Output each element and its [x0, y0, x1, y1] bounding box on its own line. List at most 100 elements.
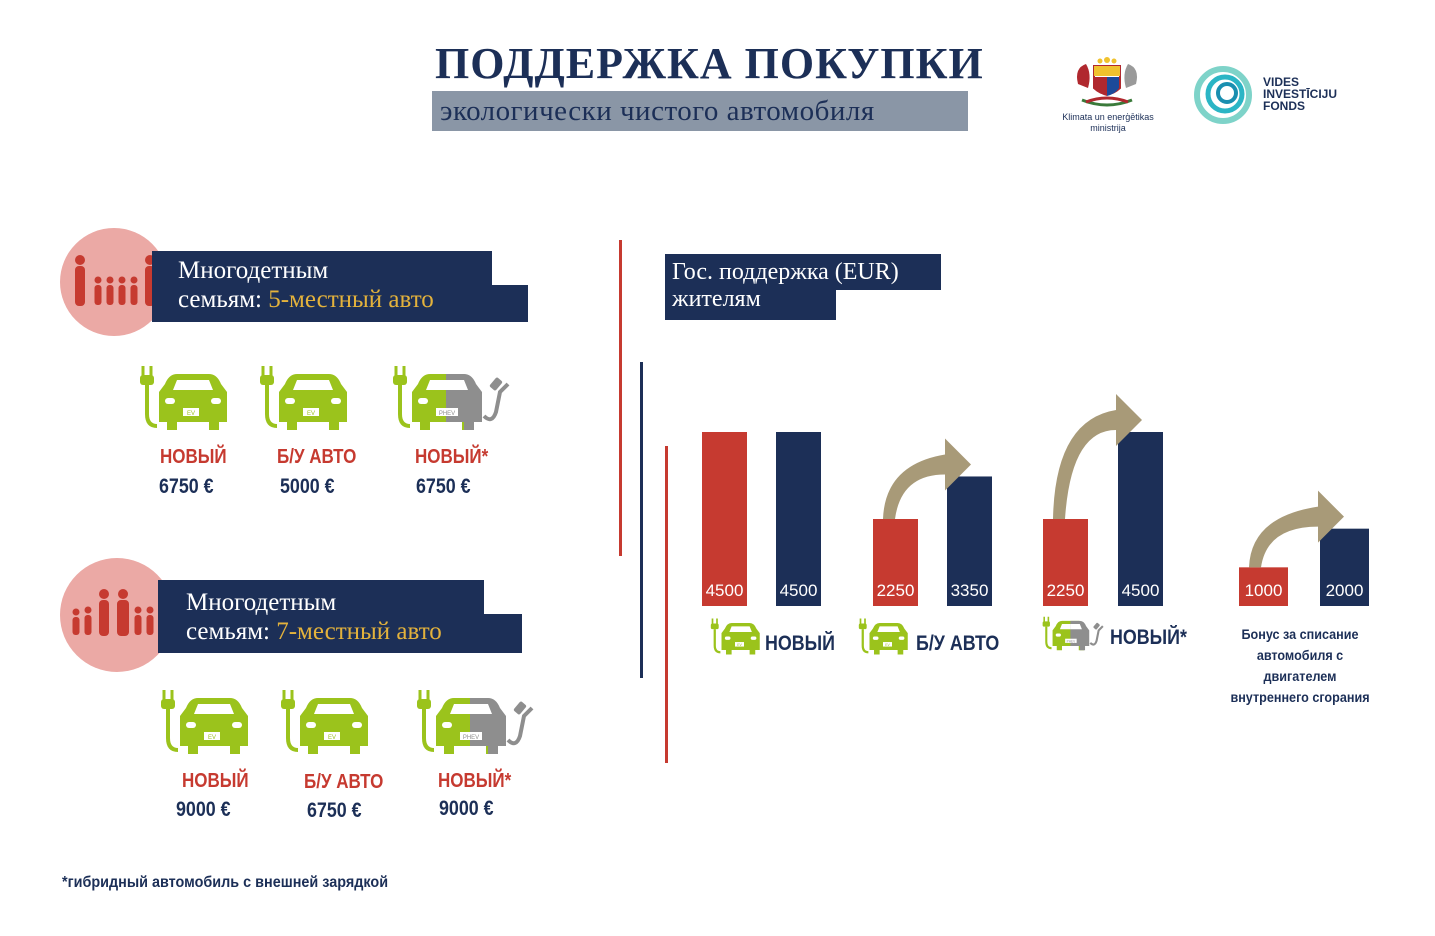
amount-value: 9000 [439, 797, 479, 820]
item-label: НОВЫЙ [182, 770, 249, 792]
ministry-logo-text: Klimata un enerģētikas ministrija [1052, 112, 1164, 134]
phev-car-icon: PHEV [417, 690, 534, 754]
growth-arrow [1053, 394, 1142, 519]
divider-line [619, 240, 622, 556]
family-7-icon [72, 589, 164, 636]
chart-bar [1239, 567, 1288, 606]
item-amount: 9000 € [439, 797, 494, 821]
svg-text:PHEV: PHEV [463, 735, 479, 741]
chart-bar [1043, 519, 1088, 606]
coat-of-arms-logo [1077, 57, 1137, 107]
footnote: *гибридный автомобиль с внешней зарядкой [62, 874, 389, 891]
svg-text:EV: EV [208, 735, 216, 741]
page-subtitle: экологически чистого автомобиля [432, 91, 968, 131]
section-7-banner-line-1: Многодетным [186, 589, 337, 616]
fund-name-line-1: VIDES [1263, 75, 1300, 89]
ev-car-icon: EV [710, 618, 760, 655]
fund-swirl-logo [1194, 66, 1252, 124]
section-7-banner-line-2: семьям: 7-местный авто [186, 617, 442, 646]
section-7-banner-prefix: семьям: [186, 618, 277, 645]
phev-car-icon: PHEV [393, 366, 510, 430]
item-label: НОВЫЙ* [415, 446, 489, 468]
svg-text:EV: EV [307, 411, 315, 417]
euro-icon: € [460, 475, 471, 498]
amount-value: 9000 [176, 798, 216, 821]
growth-arrow [1249, 490, 1344, 568]
section-7-banner-accent: 7-местный авто [276, 618, 442, 645]
page-title: ПОДДЕРЖКА ПОКУПКИ [435, 39, 984, 88]
fund-logo-text: VIDES INVESTĪCIJU FONDS [1263, 76, 1337, 112]
section-5-banner-bottom [152, 285, 528, 322]
ministry-name-line-1: Klimata un enerģētikas [1062, 112, 1154, 122]
item-label: Б/У АВТО [277, 446, 357, 468]
svg-text:EV: EV [187, 411, 195, 417]
svg-text:EV: EV [328, 735, 336, 741]
item-label: НОВЫЙ* [438, 770, 512, 792]
chart-data-label: 1000 [1245, 581, 1283, 600]
svg-text:PHEV: PHEV [1067, 639, 1076, 643]
amount-value: 5000 [280, 475, 320, 498]
section-5-banner-accent: 5-местный авто [268, 286, 434, 313]
chart-bar [873, 519, 918, 606]
chart-data-label: 2250 [1047, 581, 1085, 600]
section-5-banner-top [152, 251, 492, 287]
chart-title-box-bottom [665, 288, 836, 320]
euro-icon: € [324, 475, 335, 498]
item-amount: 6750 € [159, 475, 214, 499]
euro-icon: € [220, 798, 231, 821]
chart-bar [1118, 432, 1163, 606]
chart-category-label: Бонус за списание автомобиля с двигателе… [1230, 626, 1370, 705]
amount-value: 6750 [416, 475, 456, 498]
chart-bar [702, 432, 747, 606]
chart-axis-line [665, 446, 668, 763]
section-5-banner-text: Многодетным семьям: 5-местный авто [178, 256, 434, 314]
chart-data-label: 3350 [951, 581, 989, 600]
chart-data-label: 2000 [1326, 581, 1364, 600]
chart-data-label: 4500 [706, 581, 744, 600]
item-label: Б/У АВТО [304, 771, 384, 793]
svg-text:EV: EV [885, 643, 890, 647]
chart-category-label: Б/У АВТО [916, 632, 1000, 655]
item-amount: 5000 € [280, 475, 335, 499]
divider-line [640, 362, 643, 678]
ev-car-icon: EV [140, 366, 227, 430]
section-7-banner-bottom [158, 614, 522, 653]
ministry-name-line-2: ministrija [1090, 123, 1126, 133]
ev-car-icon: EV [161, 690, 248, 754]
euro-icon: € [203, 475, 214, 498]
svg-text:EV: EV [737, 643, 742, 647]
fund-name-line-3: FONDS [1263, 99, 1305, 113]
section-5-banner-line-1: Многодетным [178, 257, 329, 284]
growth-arrow [883, 438, 971, 519]
chart-data-label: 2250 [877, 581, 915, 600]
chart-title: Гос. поддержка (EUR) жителям [672, 259, 899, 313]
item-amount: 6750 € [307, 799, 362, 823]
section-7-banner-text: Многодетным семьям: 7-местный авто [186, 588, 442, 646]
chart-category-label: НОВЫЙ* [1110, 626, 1187, 649]
svg-text:PHEV: PHEV [439, 411, 455, 417]
phev-car-icon: PHEV [1042, 616, 1104, 651]
item-amount: 6750 € [416, 475, 471, 499]
section-5-banner-line-2: семьям: 5-местный авто [178, 285, 434, 314]
chart-bar [1320, 528, 1369, 606]
ev-car-icon: EV [281, 690, 368, 754]
euro-icon: € [351, 799, 362, 822]
euro-icon: € [483, 797, 494, 820]
chart-title-line-1: Гос. поддержка (EUR) [672, 259, 899, 285]
chart-data-label: 4500 [1122, 581, 1160, 600]
section-5-banner-prefix: семьям: [178, 286, 269, 313]
fund-name-line-2: INVESTĪCIJU [1263, 87, 1338, 101]
chart-bar [776, 432, 821, 606]
item-amount: 9000 € [176, 798, 231, 822]
chart-category-label: НОВЫЙ [765, 632, 835, 655]
chart-title-box-top [665, 254, 941, 290]
ev-car-icon: EV [858, 618, 908, 655]
item-label: НОВЫЙ [160, 446, 227, 468]
ev-car-icon: EV [260, 366, 347, 430]
amount-value: 6750 [159, 475, 199, 498]
chart-data-label: 4500 [780, 581, 818, 600]
section-7-banner-top [158, 580, 484, 616]
chart-bar [947, 476, 992, 606]
chart-title-line-2: жителям [672, 286, 761, 312]
